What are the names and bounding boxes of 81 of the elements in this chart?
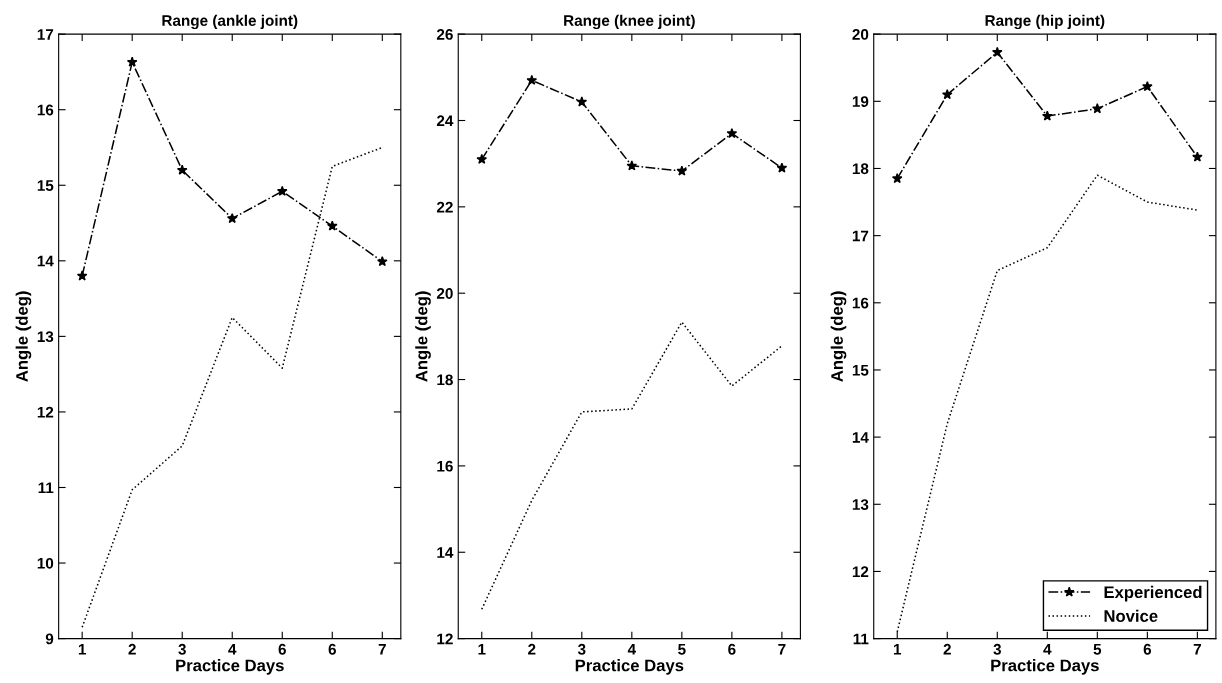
y-axis-title: Angle (deg): [830, 291, 847, 382]
y-tick-label: 14: [37, 255, 54, 267]
y-tick-label: 13: [37, 331, 54, 343]
point: [576, 96, 588, 107]
point: [176, 164, 188, 175]
point: [476, 153, 488, 164]
x-tick-label: 2: [128, 643, 136, 655]
y-tick-label: 26: [436, 29, 453, 40]
x-tick-label: 3: [178, 643, 186, 655]
y-tick-label: 18: [437, 374, 453, 386]
x-tick-label: 7: [378, 644, 386, 655]
x-tick-label: 5: [678, 644, 686, 655]
x-tick-label: 3: [993, 643, 1001, 655]
y-tick-label: 11: [853, 633, 869, 645]
y-tick-label: 17: [852, 230, 869, 242]
point: [526, 74, 538, 85]
y-tick-label: 20: [436, 288, 453, 299]
x-axis-title: Practice Days: [991, 659, 1099, 675]
x-tick-label: 5: [1093, 644, 1102, 655]
y-tick-label: 18: [852, 163, 869, 175]
y-tick-label: 14: [852, 432, 869, 443]
point: [1092, 103, 1103, 114]
point: [1192, 151, 1203, 162]
x-tick-label: 3: [577, 643, 586, 655]
point: [676, 165, 688, 176]
y-axis-title: Angle (deg): [415, 291, 431, 382]
x-tick-label: 6: [1143, 643, 1152, 655]
x-tick-label: 1: [893, 644, 902, 655]
x-tick-label: 1: [478, 644, 486, 655]
point: [226, 212, 238, 224]
y-tick-label: 12: [37, 406, 54, 418]
y-tick-label: 11: [38, 482, 54, 494]
x-tick-label: 6: [728, 643, 736, 655]
x-axis-title: Practice Days: [176, 659, 284, 675]
y-tick-label: 16: [437, 460, 453, 472]
y-axis-title: Angle (deg): [15, 291, 32, 382]
point: [326, 220, 338, 231]
x-tick-label: 4: [627, 644, 636, 655]
chart-title: Range (hip joint): [985, 14, 1105, 30]
x-tick-label: 7: [1193, 644, 1201, 655]
point: [941, 89, 953, 100]
x-tick-label: 2: [528, 643, 536, 655]
y-tick-label: 22: [436, 201, 453, 213]
legend-label: Novice: [1104, 609, 1158, 622]
y-tick-label: 10: [37, 557, 54, 569]
y-tick-label: 12: [852, 566, 869, 577]
chart-title: Range (ankle joint): [162, 14, 298, 30]
x-tick-label: 4: [228, 644, 237, 655]
x-tick-label: 2: [943, 643, 951, 655]
x-tick-label: 7: [778, 644, 786, 655]
x-tick-label: 4: [1043, 644, 1052, 655]
legend-label: Experienced: [1104, 585, 1202, 602]
y-tick-label: 12: [437, 633, 453, 645]
line-series: [480, 321, 783, 611]
y-tick-label: 15: [852, 364, 869, 376]
x-tick-label: 6: [278, 643, 286, 655]
point: [126, 56, 138, 67]
point: [776, 162, 788, 173]
y-tick-label: 15: [37, 180, 54, 191]
chart-title: Range (knee joint): [564, 14, 695, 30]
point: [1041, 110, 1053, 121]
y-tick-label: 9: [45, 633, 54, 645]
x-tick-label: 6: [328, 643, 336, 655]
point: [376, 256, 388, 267]
y-tick-label: 19: [852, 96, 869, 107]
point: [626, 160, 638, 171]
point: [1142, 80, 1153, 92]
x-tick-label: 1: [78, 644, 86, 655]
y-tick-label: 17: [37, 29, 54, 40]
point: [276, 185, 288, 196]
point: [991, 46, 1003, 57]
y-tick-label: 20: [852, 29, 869, 40]
y-tick-label: 16: [852, 297, 869, 309]
y-tick-label: 16: [37, 104, 54, 116]
x-axis-title: Practice Days: [575, 659, 684, 675]
point: [891, 172, 903, 184]
point: [726, 127, 738, 139]
point: [76, 270, 88, 281]
y-tick-label: 24: [436, 115, 454, 127]
y-tick-label: 13: [852, 499, 869, 510]
y-tick-label: 14: [437, 547, 454, 558]
